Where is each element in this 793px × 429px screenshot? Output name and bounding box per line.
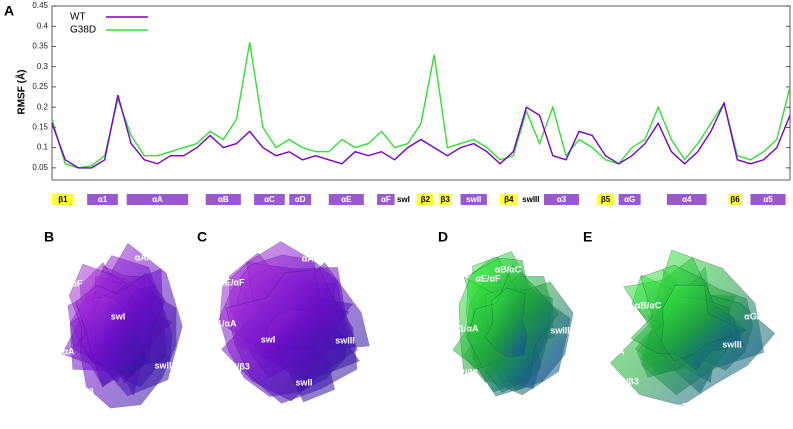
structure-segment xyxy=(438,194,452,205)
structure-label: α4/β6 xyxy=(515,399,539,409)
structure-segment xyxy=(254,194,285,205)
structure-segment xyxy=(416,194,435,205)
structure-segment xyxy=(460,194,487,205)
structure-label: swI xyxy=(111,311,126,321)
y-tick-label: 0.45 xyxy=(32,1,48,10)
panel-letter: C xyxy=(197,229,207,245)
structure-label: αA xyxy=(600,318,613,328)
segment-label: αC xyxy=(264,195,275,204)
panel-letter: D xyxy=(438,229,448,245)
panel-letter: E xyxy=(583,229,592,245)
y-tick-label: 0.25 xyxy=(32,82,48,91)
structure-label: β2/β3 xyxy=(615,376,639,386)
structure-label: αG/α4 xyxy=(744,311,770,321)
y-tick-label: 0.15 xyxy=(32,123,48,132)
y-tick-label: 0.2 xyxy=(37,102,49,111)
structure-label: α1/αA xyxy=(211,318,237,328)
structure-label: swIII xyxy=(550,325,570,335)
structure-label: swIII xyxy=(202,317,222,327)
structure-segment xyxy=(87,194,118,205)
structure-segment xyxy=(728,194,742,205)
structure-label: αE/αF xyxy=(475,273,501,283)
structure-segment xyxy=(205,194,241,205)
structure-label: α1/αA xyxy=(49,346,75,356)
segment-label: swI xyxy=(397,195,410,204)
structure-label: swII xyxy=(295,377,312,387)
y-tick-label: 0.4 xyxy=(37,21,49,30)
panel-letter: A xyxy=(4,3,14,19)
legend-label: G38D xyxy=(70,25,96,36)
segment-label: α3 xyxy=(557,195,567,204)
structure-label: α1/αA xyxy=(599,346,625,356)
y-axis-label: RMSF (Å) xyxy=(15,70,28,115)
structure-label: αB/αC xyxy=(495,264,522,274)
y-tick-label: 0.35 xyxy=(32,42,48,51)
segment-label: α1 xyxy=(98,195,108,204)
structure-label: α1/αA xyxy=(453,323,479,333)
y-tick-label: 0.1 xyxy=(37,143,49,152)
structure-label: β2/β3 xyxy=(70,386,94,396)
structure-label: αA/αB xyxy=(302,253,329,263)
structure-label: swIII xyxy=(722,339,742,349)
segment-label: swII xyxy=(466,195,481,204)
structure-segment xyxy=(126,194,189,205)
structure-segment xyxy=(750,194,786,205)
protein-ribbon xyxy=(75,273,166,388)
structure-label: αA/αB xyxy=(135,252,162,262)
structure-label: α3/β5 xyxy=(676,401,700,411)
structure-label: αE/αF xyxy=(219,277,245,287)
protein-ribbon xyxy=(485,287,528,358)
structure-label: αA/αB xyxy=(522,234,549,244)
segment-label: αB xyxy=(218,195,229,204)
y-tick-label: 0.3 xyxy=(37,62,49,71)
segment-label: β4 xyxy=(504,195,514,204)
segment-label: αA xyxy=(152,195,163,204)
segment-label: swIII xyxy=(522,195,539,204)
y-tick-label: 0.05 xyxy=(32,163,48,172)
segment-label: αF xyxy=(381,195,391,204)
structure-segment xyxy=(377,194,395,205)
protein-ribbon xyxy=(225,268,358,404)
structure-label: αA/αB xyxy=(702,252,729,262)
segment-label: β6 xyxy=(730,195,740,204)
structure-segment xyxy=(52,194,74,205)
plot-frame xyxy=(51,5,791,181)
structure-segment xyxy=(596,194,615,205)
structure-label: β2/β3 xyxy=(454,367,478,377)
structure-segment xyxy=(500,194,518,205)
structure-segment xyxy=(544,194,580,205)
segment-label: αE xyxy=(341,195,352,204)
structure-label: β2/β3 xyxy=(226,361,250,371)
segment-label: β3 xyxy=(440,195,450,204)
structure-segment xyxy=(289,194,312,205)
structure-segment xyxy=(328,194,364,205)
structure-label: swII xyxy=(154,360,171,370)
segment-label: β1 xyxy=(58,195,68,204)
segment-label: β2 xyxy=(421,195,431,204)
segment-label: αD xyxy=(295,195,306,204)
protein-ribbon xyxy=(661,284,747,362)
segment-label: α5 xyxy=(763,195,773,204)
segment-label: α4 xyxy=(682,195,692,204)
structure-segment xyxy=(667,194,707,205)
panel-letter: B xyxy=(44,229,54,245)
series-line xyxy=(51,94,791,169)
segment-label: αG xyxy=(624,195,635,204)
structure-label: αB/αC xyxy=(635,300,662,310)
series-line xyxy=(51,42,791,169)
structure-label: swI xyxy=(261,334,276,344)
structure-label: α5 xyxy=(133,404,144,414)
structure-label: αG/α4 xyxy=(352,294,378,304)
segment-label: β5 xyxy=(601,195,611,204)
structure-label: αE/αF xyxy=(57,278,83,288)
legend-label: WT xyxy=(70,12,86,23)
structure-segment xyxy=(618,194,641,205)
structure-label: αG/α4 xyxy=(199,340,225,350)
structure-label: swIII xyxy=(335,335,355,345)
